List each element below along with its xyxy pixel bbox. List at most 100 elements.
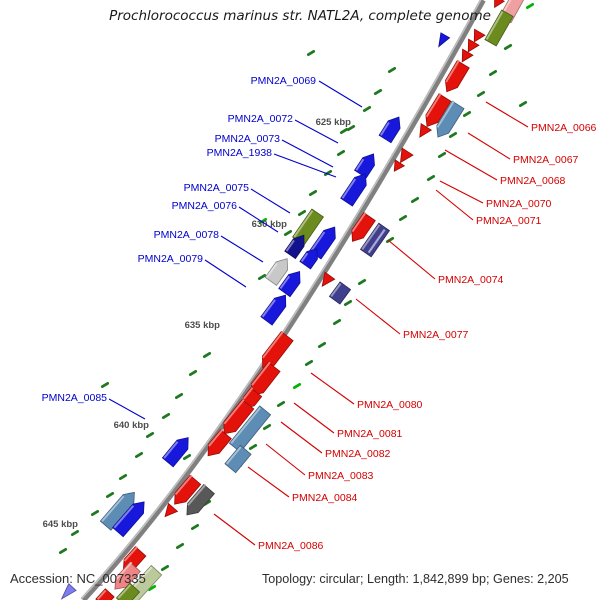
- label-leader-line: [387, 239, 436, 280]
- gene-arrow[interactable]: [463, 38, 480, 55]
- gene-arrow[interactable]: [110, 561, 141, 594]
- gene-arrow-bevel: [330, 282, 342, 298]
- gene-arrow[interactable]: [161, 433, 193, 468]
- feature-dash: [304, 359, 314, 367]
- gene-label[interactable]: PMN2A_0079: [138, 253, 204, 265]
- gene-arrow[interactable]: [347, 212, 376, 246]
- gene-arrow-bevel: [225, 446, 242, 465]
- feature-dash: [283, 229, 293, 237]
- gene-arrow[interactable]: [218, 398, 255, 439]
- gene-arrow[interactable]: [432, 100, 465, 141]
- gene-arrow[interactable]: [112, 497, 150, 538]
- gene-arrow[interactable]: [457, 48, 474, 65]
- feature-dash: [346, 124, 356, 132]
- gene-arrow[interactable]: [469, 28, 486, 45]
- gene-arrow-bevel: [351, 212, 367, 233]
- gene-label[interactable]: PMN2A_0073: [215, 133, 281, 145]
- label-leader-line: [220, 235, 264, 263]
- gene-arrow[interactable]: [354, 150, 380, 179]
- gene-arrow[interactable]: [224, 444, 252, 474]
- gene-arrow-bevel: [445, 60, 460, 83]
- gene-label[interactable]: PMN2A_0081: [337, 428, 403, 440]
- gene-arrow[interactable]: [115, 582, 141, 600]
- label-leader-line: [467, 132, 511, 160]
- gene-arrow[interactable]: [58, 583, 77, 600]
- gene-arrow[interactable]: [340, 170, 372, 207]
- gene-arrow[interactable]: [421, 93, 452, 130]
- feature-dash: [398, 214, 408, 222]
- gene-label[interactable]: PMN2A_1938: [207, 147, 273, 159]
- gene-arrow[interactable]: [278, 267, 306, 298]
- label-leader-line: [281, 139, 334, 168]
- gene-arrow-bevel: [230, 407, 261, 444]
- gene-arrow-bevel: [425, 93, 442, 118]
- label-leader-line: [310, 372, 355, 405]
- feature-dash: [258, 217, 268, 225]
- feature-dash: [476, 90, 486, 98]
- gene-arrow[interactable]: [299, 245, 322, 270]
- gene-arrow[interactable]: [490, 0, 506, 10]
- gene-arrow[interactable]: [434, 32, 451, 49]
- gene-label[interactable]: PMN2A_0080: [357, 399, 423, 411]
- gene-label[interactable]: PMN2A_0070: [486, 198, 552, 210]
- gene-label[interactable]: PMN2A_0085: [42, 392, 108, 404]
- gene-arrow[interactable]: [395, 147, 414, 166]
- gene-label[interactable]: PMN2A_0076: [172, 200, 238, 212]
- label-leader-line: [265, 443, 306, 476]
- feature-dash: [262, 423, 272, 431]
- gene-label[interactable]: PMN2A_0075: [184, 182, 250, 194]
- gene-label[interactable]: PMN2A_0078: [154, 229, 220, 241]
- gene-label[interactable]: PMN2A_0066: [531, 122, 597, 134]
- gene-arrow[interactable]: [203, 429, 232, 461]
- gene-label[interactable]: PMN2A_0082: [325, 448, 391, 460]
- gene-arrow-bevel: [500, 0, 521, 17]
- gene-arrow[interactable]: [378, 113, 405, 144]
- gene-arrow[interactable]: [99, 488, 139, 531]
- gene-label[interactable]: PMN2A_0084: [292, 492, 358, 504]
- label-leader-line: [355, 298, 401, 335]
- feature-dash: [385, 236, 395, 244]
- scale-label: 640 kbp: [114, 420, 150, 431]
- gene-arrow[interactable]: [284, 231, 309, 260]
- gene-arrow-bevel: [341, 178, 357, 199]
- scale-label: 625 kbp: [316, 117, 352, 128]
- label-leader-line: [280, 421, 323, 454]
- gene-arrow-bevel: [300, 252, 309, 262]
- gene-arrow[interactable]: [169, 474, 202, 508]
- gene-arrow[interactable]: [260, 291, 291, 326]
- gene-label[interactable]: PMN2A_0074: [438, 274, 504, 286]
- feature-dash: [426, 174, 436, 182]
- scale-label: 645 kbp: [43, 519, 79, 530]
- label-leader-line: [439, 180, 484, 204]
- gene-arrow-bevel: [115, 561, 133, 581]
- label-leader-line: [294, 119, 339, 144]
- feature-dash: [297, 209, 307, 217]
- gene-label[interactable]: PMN2A_0086: [258, 540, 324, 552]
- gene-arrow[interactable]: [390, 159, 406, 174]
- gene-arrow[interactable]: [317, 271, 336, 290]
- gene-label[interactable]: PMN2A_0069: [251, 75, 317, 87]
- gene-label[interactable]: PMN2A_0067: [513, 154, 579, 166]
- gene-label[interactable]: PMN2A_0071: [476, 215, 542, 227]
- gene-label[interactable]: PMN2A_0077: [403, 329, 469, 341]
- gene-arrow[interactable]: [415, 123, 433, 141]
- gene-arrow[interactable]: [328, 281, 352, 305]
- feature-dash: [339, 127, 349, 135]
- gene-arrow-bevel: [174, 474, 193, 496]
- gene-label[interactable]: PMN2A_0068: [500, 175, 566, 187]
- gene-arrow-bevel: [285, 239, 295, 252]
- feature-dash: [257, 273, 267, 281]
- feature-dash: [175, 542, 185, 550]
- gene-arrow[interactable]: [182, 483, 215, 520]
- gene-arrow[interactable]: [441, 60, 470, 96]
- gene-arrow[interactable]: [95, 588, 115, 600]
- gene-arrow[interactable]: [264, 255, 293, 287]
- gene-arrow-bevel: [113, 505, 135, 529]
- gene-label[interactable]: PMN2A_0083: [308, 470, 374, 482]
- feature-dash: [161, 412, 171, 420]
- gene-label[interactable]: PMN2A_0072: [228, 113, 294, 125]
- gene-arrow[interactable]: [484, 9, 514, 47]
- gene-arrow[interactable]: [161, 502, 179, 521]
- feature-dash: [147, 584, 157, 592]
- scale-label: 630 kbp: [252, 219, 288, 230]
